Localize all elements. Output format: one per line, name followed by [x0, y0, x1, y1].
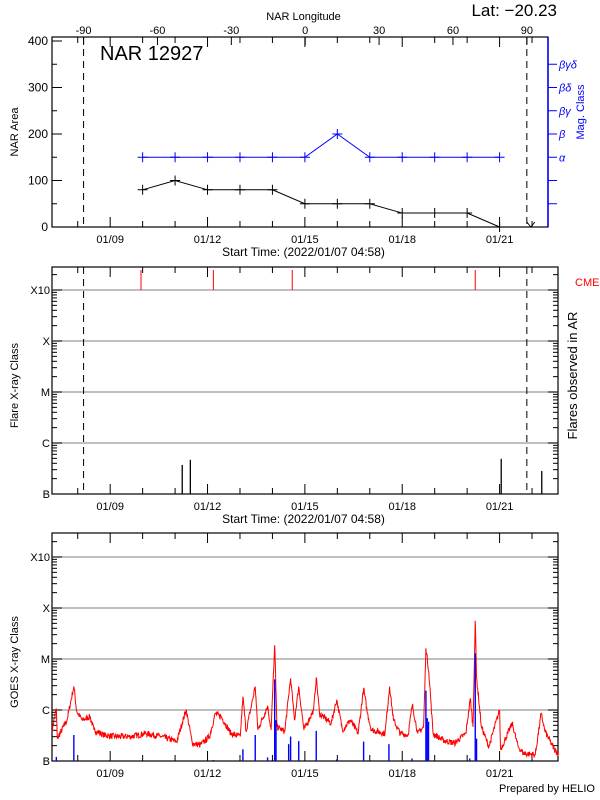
- y-class-label: B: [43, 489, 50, 501]
- x-tick-label: 01/21: [486, 501, 514, 513]
- nar-area-point: [332, 198, 343, 209]
- y-tick-label: 100: [28, 174, 48, 188]
- mag-class-label: β: [558, 129, 566, 141]
- y-tick-label: 0: [41, 220, 48, 234]
- region-title: NAR 12927: [100, 43, 203, 65]
- y2-axis-title: Mag. Class: [575, 84, 587, 140]
- y-class-label: X: [43, 336, 51, 348]
- nar-area-point: [364, 198, 375, 209]
- mag-class-label: α: [559, 152, 566, 164]
- nar-area-point: [202, 184, 213, 195]
- panel-nar-area: 01/09 01/12 01/15 01/18 01/21 Start Time: (20…: [9, 11, 587, 259]
- longitude-tick-label: -60: [149, 25, 165, 37]
- nar-area-point: [429, 208, 440, 219]
- x-axis-title: Start Time: (2022/01/07 04:58): [222, 512, 385, 526]
- panel-goes-xray: 01/09 01/12 01/15 01/18 01/21 B C M X X10 GOES X-r…: [9, 532, 559, 780]
- cme-legend-label: CMEs: [575, 277, 600, 289]
- longitude-tick-label: -90: [76, 25, 92, 37]
- y-axis-title: GOES X-ray Class: [9, 616, 21, 708]
- x-tick-label: 01/12: [194, 768, 222, 780]
- mag-class-point: [364, 152, 375, 163]
- mag-class-point: [267, 152, 278, 163]
- footer-credit: Prepared by HELIO: [499, 783, 595, 795]
- longitude-tick-label: 30: [373, 25, 385, 37]
- x-tick-label: 01/21: [486, 768, 514, 780]
- y-class-label: X10: [30, 552, 50, 564]
- longitude-tick-label: 60: [447, 25, 459, 37]
- mag-class-point: [299, 152, 310, 163]
- y-class-label: C: [42, 438, 50, 450]
- y-class-label: M: [41, 654, 50, 666]
- longitude-axis-title: NAR Longitude: [266, 11, 341, 23]
- x-tick-label: 01/09: [96, 501, 124, 513]
- x-tick-label: 01/12: [194, 501, 222, 513]
- x-tick-label: 01/21: [486, 234, 514, 246]
- mag-class-point: [397, 152, 408, 163]
- latitude-label: Lat: −20.23: [471, 1, 557, 20]
- mag-class-point: [494, 152, 505, 163]
- goes-long-channel-line: [51, 620, 559, 759]
- x-axis-title: Start Time: (2022/01/07 04:58): [222, 245, 385, 259]
- longitude-tick-label: 0: [302, 25, 308, 37]
- y-tick-label: 300: [28, 81, 48, 95]
- mag-class-label: βγ: [558, 106, 572, 118]
- mag-class-line: [142, 133, 500, 158]
- x-tick-label: 01/12: [194, 234, 222, 246]
- y-class-label: M: [41, 387, 50, 399]
- y-tick-label: 400: [28, 34, 48, 48]
- mag-class-point: [202, 152, 213, 163]
- longitude-tick-label: 90: [521, 25, 533, 37]
- x-tick-label: 01/15: [291, 768, 319, 780]
- mag-class-label: βγδ: [558, 59, 578, 71]
- nar-area-point: [170, 175, 181, 186]
- y-class-label: X10: [30, 285, 50, 297]
- y-axis-title: NAR Area: [9, 107, 21, 157]
- x-tick-label: 01/15: [291, 501, 319, 513]
- nar-area-point: [397, 208, 408, 219]
- nar-area-point: [494, 222, 505, 232]
- y-axis-title: Flare X-ray Class: [9, 343, 21, 428]
- y-class-label: X: [43, 603, 51, 615]
- x-tick-label: 01/09: [96, 234, 124, 246]
- y2-axis-title: Flares observed in AR: [565, 312, 580, 440]
- nar-area-point: [234, 184, 245, 195]
- nar-area-point: [462, 208, 473, 219]
- mag-class-point: [137, 152, 148, 163]
- mag-class-point: [234, 152, 245, 163]
- nar-area-line: [142, 179, 500, 228]
- mag-class-label: βδ: [558, 83, 572, 95]
- limb-arrow-icon: [526, 221, 536, 228]
- y-tick-label: 200: [28, 127, 48, 141]
- panel-flare-class: 01/09 01/12 01/15 01/18 01/21 Start Time: (20…: [9, 266, 600, 526]
- mag-class-point: [332, 129, 343, 139]
- y-class-label: C: [42, 705, 50, 717]
- x-tick-label: 01/18: [388, 501, 416, 513]
- mag-class-point: [429, 152, 440, 163]
- mag-class-point: [462, 152, 473, 163]
- x-tick-label: 01/18: [388, 234, 416, 246]
- longitude-tick-label: -30: [223, 25, 239, 37]
- x-tick-label: 01/18: [388, 768, 416, 780]
- nar-area-point: [299, 198, 310, 209]
- y-class-label: B: [43, 756, 50, 768]
- x-tick-label: 01/15: [291, 234, 319, 246]
- mag-class-point: [170, 152, 181, 163]
- nar-area-point: [137, 184, 148, 195]
- x-tick-label: 01/09: [96, 768, 124, 780]
- nar-area-point: [267, 184, 278, 195]
